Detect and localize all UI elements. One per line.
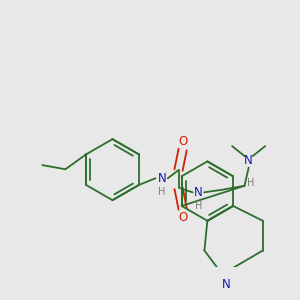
Text: N: N (158, 172, 167, 185)
Text: H: H (195, 200, 202, 211)
Text: N: N (222, 278, 231, 291)
Text: H: H (248, 178, 255, 188)
Text: O: O (178, 135, 187, 148)
Text: N: N (244, 154, 253, 167)
Text: H: H (158, 187, 166, 196)
Text: N: N (194, 186, 203, 199)
Text: O: O (178, 211, 187, 224)
